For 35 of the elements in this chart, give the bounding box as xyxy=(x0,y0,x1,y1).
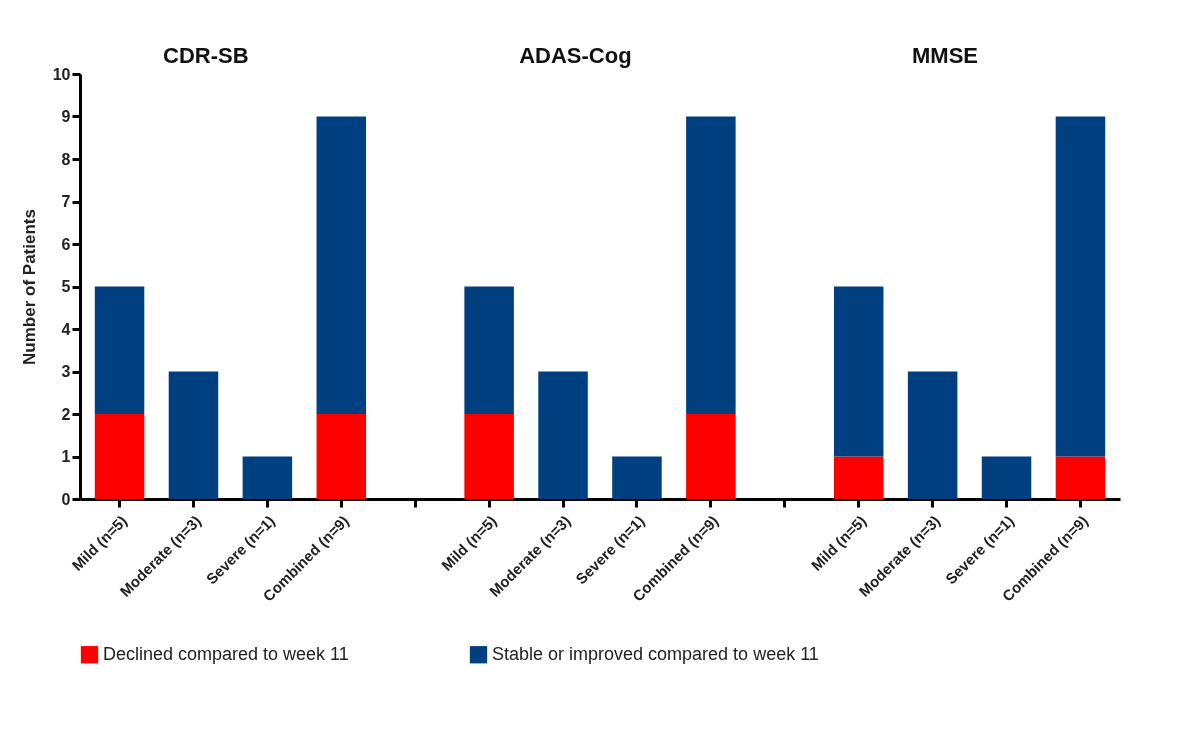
bar xyxy=(981,456,1032,499)
legend-label: Declined compared to week 11 xyxy=(103,643,349,664)
bar xyxy=(316,414,367,499)
bar xyxy=(833,456,884,499)
bar xyxy=(464,414,514,499)
bar xyxy=(94,414,145,499)
y-tick-label: 9 xyxy=(61,108,71,125)
bar xyxy=(538,371,588,499)
legend-label: Stable or improved compared to week 11 xyxy=(492,643,819,664)
y-tick-label: 6 xyxy=(61,235,71,253)
y-tick-label: 7 xyxy=(61,193,71,210)
y-tick-label: 1 xyxy=(61,448,71,465)
bar xyxy=(686,116,736,414)
bar xyxy=(94,286,145,414)
y-tick-label: 0 xyxy=(61,490,71,508)
bar xyxy=(833,286,884,457)
bar xyxy=(464,286,514,414)
y-axis-title: Number of Patients xyxy=(19,209,39,365)
text: CDR-SB xyxy=(163,43,249,68)
bar xyxy=(612,456,662,499)
bar xyxy=(1055,116,1106,457)
y-tick-label: 2 xyxy=(61,405,71,423)
y-tick-label: 5 xyxy=(61,278,71,295)
bar xyxy=(242,456,293,499)
bar xyxy=(168,371,219,499)
y-tick-label: 10 xyxy=(52,65,71,83)
bar xyxy=(316,116,367,414)
y-tick-label: 8 xyxy=(61,150,71,168)
bar xyxy=(907,371,958,499)
y-tick-label: 3 xyxy=(61,363,71,380)
y-tick-label: 4 xyxy=(61,320,71,338)
text: ADAS-Cog xyxy=(519,43,632,68)
bar xyxy=(686,414,736,499)
text: MMSE xyxy=(912,43,978,68)
bar xyxy=(1055,456,1106,499)
